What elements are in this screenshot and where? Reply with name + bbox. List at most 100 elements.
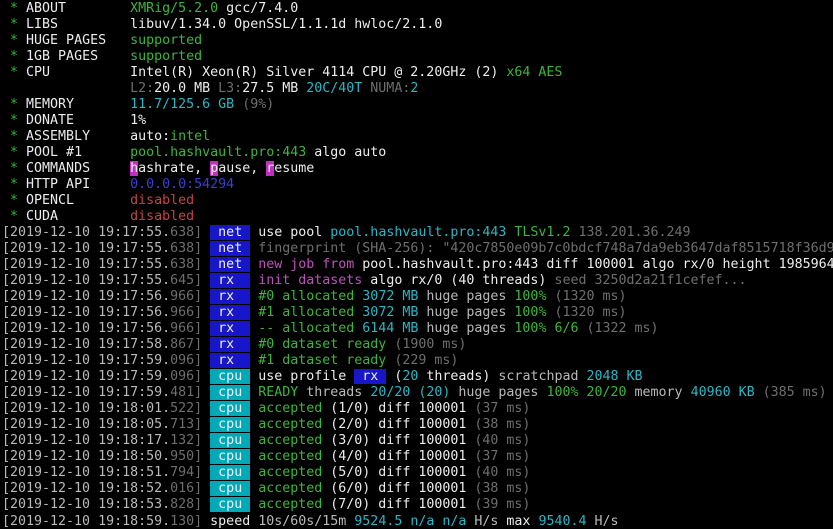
text-segment: L3: [218,81,243,97]
text-segment: XMRig/5.2.0 [130,1,219,16]
donate-line: * DONATE 1% [2,113,833,129]
net-tag: net [210,241,251,257]
text-segment: (2/0) diff 100001 [322,417,475,433]
text-segment: LIBS [26,17,131,33]
text-segment: DONATE [26,113,131,129]
text-segment: 645] [170,273,203,289]
log-line: [2019-12-10 19:18:53.828] cpu accepted (… [2,497,833,513]
text-segment: * [2,177,27,193]
cpu-tag: cpu [210,465,251,481]
text-segment: 794] [170,465,203,481]
log-line: [2019-12-10 19:18:17.132] cpu accepted (… [2,433,833,449]
text-segment: disabled [130,193,195,209]
text-segment: new job from [258,257,363,273]
text-segment: algo auto [306,145,387,161]
text-segment: algo rx/0 (40 threads) [362,273,555,289]
text-segment [202,225,210,240]
text-segment: 100% 6/6 [514,321,587,337]
rx-tag: rx [210,273,251,289]
text-segment: COMMANDS [26,161,131,177]
log-line: [2019-12-10 19:18:51.794] cpu accepted (… [2,465,833,481]
text-segment: 828] [170,497,203,513]
rx-tag: rx [210,337,251,353]
text-segment: huge pages [426,305,515,321]
commands-line: * COMMANDS hashrate, pause, resume [2,161,833,177]
text-segment: 100% [514,289,555,305]
rx-profile-tag: rx [354,369,387,385]
text-segment: CPU [26,65,131,81]
text-segment: #1 allocated [258,305,355,321]
text-segment: 132] [170,433,203,449]
text-segment: [2019-12-10 19:18:52. [2,481,171,497]
text-segment: 20 [402,369,419,385]
text-segment: [2019-12-10 19:17:56. [2,305,171,321]
text-segment [202,385,210,400]
text-segment: 638] [170,257,203,273]
text-segment: [2019-12-10 19:18:53. [2,497,171,513]
log-line: [2019-12-10 19:17:56.966] rx #0 allocate… [2,289,833,305]
text-segment: memory [626,385,691,401]
text-segment: 20C/40T [306,81,371,97]
text-segment [202,241,210,256]
cpu-tag: cpu [210,433,251,449]
text-segment: [2019-12-10 19:18:51. [2,465,171,481]
cpu-tag: cpu [210,385,251,401]
cpu-cache-line: L2:20.0 MB L3:27.5 MB 20C/40T NUMA:2 [2,81,833,97]
text-segment: MEMORY [26,97,131,113]
text-segment: init datasets [258,273,363,289]
log-line: [2019-12-10 19:17:55.638] net fingerprin… [2,241,833,257]
log-line: [2019-12-10 19:18:50.950] cpu accepted (… [2,449,833,465]
text-segment [202,257,210,272]
text-segment: esume [274,161,315,177]
text-segment: (37 ms) [474,449,531,465]
text-segment: huge pages [450,385,547,401]
text-segment: ashrate, [138,161,211,177]
text-segment: Intel(R) Xeon(R) Silver 4114 CPU @ 2.20G… [130,65,507,81]
rx-tag: rx [210,305,251,321]
log-line: [2019-12-10 19:18:05.713] cpu accepted (… [2,417,833,433]
text-segment: POOL #1 [26,145,131,161]
text-segment: [2019-12-10 19:17:55. [2,241,171,257]
text-segment: CUDA [26,209,131,225]
text-segment: [2019-12-10 19:18:01. [2,401,171,417]
text-segment: * [2,193,27,209]
text-segment: 2 [410,81,419,97]
text-segment: 1GB PAGES [26,49,131,65]
log-line: [2019-12-10 19:17:58.867] rx #0 dataset … [2,337,833,353]
speed-line: [2019-12-10 19:18:59.130] speed 10s/60s/… [2,514,833,529]
text-segment: accepted [258,481,323,497]
log-line: [2019-12-10 19:18:01.522] cpu accepted (… [2,401,833,417]
text-segment: 522] [170,401,203,417]
text-segment [202,401,210,416]
text-segment: (40 ms) [474,465,531,481]
pool-line: * POOL #1 pool.hashvault.pro:443 algo au… [2,145,833,161]
hotkey-pause: p [210,161,219,177]
text-segment: [2019-12-10 19:17:59. [2,353,171,369]
text-segment: 11.7/125.6 GB [130,97,243,113]
text-segment: [2019-12-10 19:17:59. [2,369,171,385]
text-segment: auto: [130,129,171,145]
1gb-pages-line: * 1GB PAGES supported [2,49,833,65]
text-segment [202,273,210,288]
text-segment [202,289,210,304]
text-segment [202,465,210,480]
opencl-line: * OPENCL disabled [2,193,833,209]
text-segment: 966] [170,321,203,337]
text-segment: (1320 ms) [554,289,627,305]
about-line: * ABOUT XMRig/5.2.0 gcc/7.4.0 [2,1,833,17]
text-segment: 2048 KB [586,369,643,385]
text-segment: (3/0) diff 100001 [322,433,475,449]
text-segment: x64 AES [506,65,563,81]
text-segment: (39 ms) [474,497,531,513]
cpu-tag: cpu [210,417,251,433]
text-segment [202,337,210,352]
text-segment: 20.0 MB [154,81,219,97]
text-segment: (5/0) diff 100001 [322,465,475,481]
text-segment: 096] [170,353,203,369]
text-segment: OPENCL [26,193,131,209]
text-segment: 100% 20/20 [546,385,627,401]
text-segment: [2019-12-10 19:17:55. [2,257,171,273]
text-segment: [2019-12-10 19:17:56. [2,321,171,337]
text-segment: accepted [258,433,323,449]
text-segment: * [2,145,27,161]
